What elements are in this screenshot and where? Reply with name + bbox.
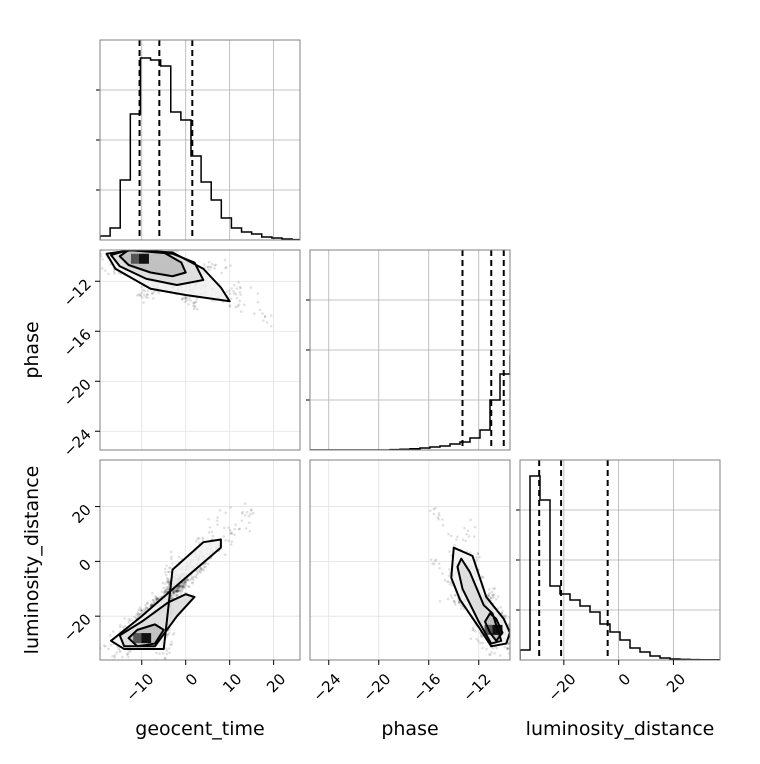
- contour-line: [484, 612, 504, 642]
- histogram-luminosity_distance: [520, 475, 720, 660]
- tick-label-phase: −16: [409, 670, 444, 705]
- frames-layer: [95, 39, 721, 665]
- contour-line: [105, 250, 231, 303]
- x-axis-label-geocent-time: geocent_time: [135, 718, 264, 740]
- tick-label-geocent_time: 0: [182, 670, 201, 689]
- tick-label-geocent_time: 10: [219, 670, 245, 696]
- y-axis-label-luminosity-distance: luminosity_distance: [21, 466, 43, 655]
- tick-label-luminosity_distance: −20: [544, 670, 579, 705]
- histogram-phase: [310, 355, 510, 450]
- tick-label-luminosity_distance: 0: [615, 670, 634, 689]
- tick-label-phase: −24: [309, 670, 344, 705]
- tick-label-phase: −12: [60, 275, 95, 310]
- tick-label-luminosity_distance: 20: [69, 501, 95, 527]
- contour-line: [456, 557, 503, 645]
- tick-label-geocent_time: −10: [122, 670, 157, 705]
- tick-label-phase: −12: [459, 670, 494, 705]
- panel-frame: [99, 459, 301, 661]
- density-peak: [138, 253, 149, 264]
- histogram-geocent_time: [100, 57, 300, 240]
- x-axis-label-luminosity-distance: luminosity_distance: [526, 718, 715, 740]
- tick-label-phase: −20: [359, 670, 394, 705]
- contour-line: [109, 538, 222, 651]
- tick-label-geocent_time: 20: [263, 670, 289, 696]
- panel-frame: [309, 249, 511, 451]
- contour-line: [118, 593, 196, 648]
- panel-frame: [519, 459, 721, 661]
- tick-label-phase: −20: [60, 375, 95, 410]
- contour-line: [450, 546, 510, 648]
- panel-frame: [309, 459, 511, 661]
- density-cell: [133, 633, 142, 644]
- tick-label-phase: −24: [60, 425, 95, 460]
- panel-frame: [99, 39, 301, 241]
- density-peak: [141, 633, 152, 644]
- tick-label-luminosity_distance: −20: [60, 610, 95, 645]
- x-axis-label-phase: phase: [381, 718, 438, 740]
- density-fill: [110, 539, 221, 650]
- scatter-points: [100, 502, 255, 660]
- tick-label-luminosity_distance: 0: [75, 555, 94, 574]
- tick-label-phase: −16: [60, 325, 95, 360]
- y-axis-label-phase: phase: [21, 321, 43, 378]
- density-cell: [130, 253, 139, 264]
- panel-frame: [99, 249, 301, 451]
- tick-label-luminosity_distance: 20: [663, 670, 689, 696]
- marks-layer: [100, 40, 720, 660]
